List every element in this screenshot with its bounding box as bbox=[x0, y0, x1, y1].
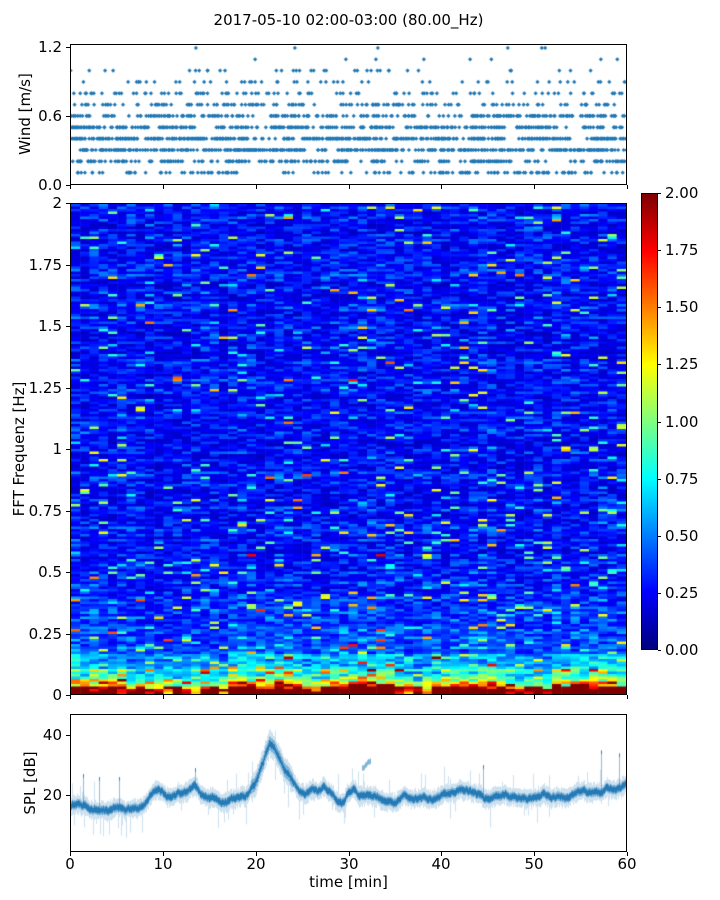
spectrogram-y-tick bbox=[66, 572, 70, 573]
colorbar-tick-label: 2.00 bbox=[665, 184, 699, 202]
wind-x-tick bbox=[534, 185, 535, 189]
wind-y-tick-label: 0.0 bbox=[38, 176, 62, 194]
colorbar-tick-label: 1.50 bbox=[665, 298, 699, 316]
spl-line-plot bbox=[70, 714, 627, 852]
colorbar-tick bbox=[658, 364, 661, 365]
wind-y-tick-label: 0.6 bbox=[38, 107, 62, 125]
spectrogram-y-tick-label: 2 bbox=[52, 194, 62, 212]
spectrogram-x-tick bbox=[627, 695, 628, 699]
spl-x-tick bbox=[70, 852, 71, 856]
colorbar-gradient bbox=[642, 194, 657, 649]
spectrogram-x-tick bbox=[349, 695, 350, 699]
spectrogram-y-tick-label: 1.5 bbox=[38, 317, 62, 335]
spl-x-tick bbox=[441, 852, 442, 856]
spl-x-tick bbox=[627, 852, 628, 856]
colorbar-tick bbox=[658, 250, 661, 251]
spl-x-tick bbox=[349, 852, 350, 856]
spl-y-tick-label: 20 bbox=[42, 786, 62, 804]
colorbar-tick-label: 0.25 bbox=[665, 584, 699, 602]
x-axis-label: time [min] bbox=[309, 873, 388, 891]
spectrogram-y-tick-label: 0 bbox=[52, 686, 62, 704]
spectrogram-y-tick-label: 0.75 bbox=[28, 502, 62, 520]
colorbar-tick-label: 0.50 bbox=[665, 527, 699, 545]
spl-x-tick bbox=[256, 852, 257, 856]
x-tick-label: 60 bbox=[617, 855, 637, 873]
spl-y-tick-label: 40 bbox=[42, 726, 62, 744]
wind-x-tick bbox=[627, 185, 628, 189]
colorbar-tick bbox=[658, 650, 661, 651]
wind-x-tick bbox=[349, 185, 350, 189]
spectrogram-y-tick bbox=[66, 388, 70, 389]
colorbar-tick-label: 1.75 bbox=[665, 241, 699, 259]
spl-y-tick bbox=[66, 795, 70, 796]
x-tick-label: 10 bbox=[153, 855, 173, 873]
x-tick-label: 0 bbox=[65, 855, 75, 873]
wind-x-tick bbox=[163, 185, 164, 189]
spectrogram-y-tick bbox=[66, 449, 70, 450]
spectrogram-y-tick bbox=[66, 695, 70, 696]
spectrogram-y-tick bbox=[66, 203, 70, 204]
spectrogram-y-tick-label: 0.5 bbox=[38, 563, 62, 581]
wind-y-tick bbox=[66, 185, 70, 186]
colorbar-tick bbox=[658, 307, 661, 308]
colorbar-tick bbox=[658, 593, 661, 594]
x-tick-label: 40 bbox=[431, 855, 451, 873]
wind-y-tick bbox=[66, 47, 70, 48]
colorbar-tick-label: 1.00 bbox=[665, 413, 699, 431]
spectrogram-y-tick bbox=[66, 511, 70, 512]
spectrogram-x-tick bbox=[256, 695, 257, 699]
wind-scatter-canvas bbox=[71, 45, 626, 184]
wind-x-tick bbox=[441, 185, 442, 189]
spectrogram-plot bbox=[70, 203, 627, 695]
spectrogram-y-tick-label: 1 bbox=[52, 440, 62, 458]
spectrogram-x-tick bbox=[534, 695, 535, 699]
spectrogram-y-tick-label: 1.25 bbox=[28, 379, 62, 397]
x-tick-label: 50 bbox=[524, 855, 544, 873]
wind-y-tick bbox=[66, 116, 70, 117]
colorbar-tick-label: 0.75 bbox=[665, 470, 699, 488]
spl-line-canvas bbox=[71, 715, 626, 851]
wind-x-tick bbox=[256, 185, 257, 189]
spectrogram-y-tick-label: 1.75 bbox=[28, 256, 62, 274]
colorbar-tick-label: 0.00 bbox=[665, 641, 699, 659]
spectrogram-y-tick bbox=[66, 265, 70, 266]
colorbar-tick bbox=[658, 479, 661, 480]
colorbar-tick-label: 1.25 bbox=[665, 355, 699, 373]
x-tick-label: 30 bbox=[339, 855, 359, 873]
spectrogram-canvas bbox=[71, 204, 626, 694]
wind-y-tick-label: 1.2 bbox=[38, 38, 62, 56]
colorbar-tick bbox=[658, 536, 661, 537]
x-tick-label: 20 bbox=[246, 855, 266, 873]
wind-x-tick bbox=[70, 185, 71, 189]
spectrogram-y-tick-label: 0.25 bbox=[28, 625, 62, 643]
colorbar bbox=[641, 193, 658, 650]
colorbar-tick bbox=[658, 193, 661, 194]
spectrogram-y-tick bbox=[66, 634, 70, 635]
spl-x-tick bbox=[163, 852, 164, 856]
spl-y-axis-label: SPL [dB] bbox=[21, 751, 39, 815]
spl-y-tick bbox=[66, 735, 70, 736]
wind-scatter-plot bbox=[70, 44, 627, 185]
spl-x-tick bbox=[534, 852, 535, 856]
figure-title: 2017-05-10 02:00-03:00 (80.00_Hz) bbox=[213, 11, 484, 29]
colorbar-tick bbox=[658, 422, 661, 423]
spectrogram-x-tick bbox=[163, 695, 164, 699]
spectrogram-x-tick bbox=[70, 695, 71, 699]
spectrogram-x-tick bbox=[441, 695, 442, 699]
spectrogram-y-tick bbox=[66, 326, 70, 327]
